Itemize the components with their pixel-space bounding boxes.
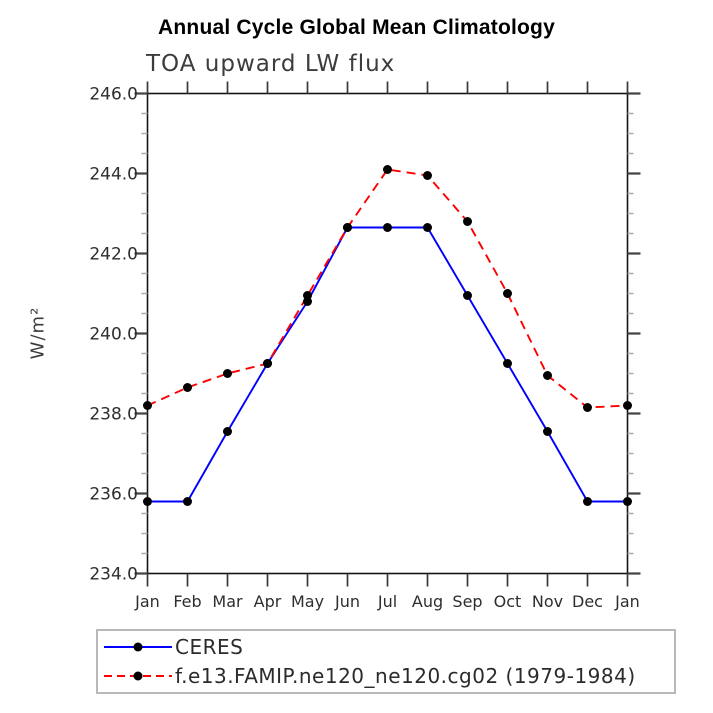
y-tick-label: 238.0	[89, 405, 138, 425]
series-markers-0	[143, 223, 632, 506]
legend-item-model: f.e13.FAMIP.ne120_ne120.cg02 (1979-1984)	[103, 662, 674, 690]
y-tick-label: 242.0	[89, 245, 138, 265]
x-tick-labels: Jan Feb Mar Apr May Jun Jul Aug Sep Oct Nov Dec Jan	[134, 592, 640, 611]
x-tick-label: Jan	[614, 592, 640, 611]
y-tick-labels: 234.0 236.0 238.0 240.0 242.0 244.0 246.0	[89, 85, 138, 585]
x-tick-label: Oct	[494, 592, 522, 611]
series-line-0	[147, 226, 628, 503]
x-tick-label: Apr	[254, 592, 282, 611]
chart-title: Annual Cycle Global Mean Climatology	[158, 16, 555, 39]
legend-label-model: f.e13.FAMIP.ne120_ne120.cg02 (1979-1984)	[175, 664, 636, 689]
x-tick-label: May	[291, 592, 324, 611]
x-tick-label: Mar	[212, 592, 243, 611]
x-axis-ticks	[146, 81, 629, 587]
y-tick-label: 236.0	[89, 485, 138, 505]
legend-box: CERES f.e13.FAMIP.ne120_ne120.cg02 (1979…	[96, 629, 676, 694]
x-tick-label: Aug	[412, 592, 443, 611]
y-tick-label: 240.0	[89, 325, 138, 345]
series-line-1	[147, 168, 628, 409]
y-axis-major-ticks	[134, 92, 641, 575]
chart-subtitle: TOA upward LW flux	[146, 51, 396, 77]
legend-swatch-model-line	[104, 671, 172, 681]
x-tick-label: Sep	[452, 592, 482, 611]
x-tick-label: Nov	[532, 592, 563, 611]
y-tick-label: 244.0	[89, 165, 138, 185]
x-tick-label: Jan	[134, 592, 160, 611]
legend-swatch-ceres-line	[104, 642, 172, 652]
x-tick-label: Feb	[173, 592, 201, 611]
y-tick-label: 234.0	[89, 565, 138, 585]
x-tick-label: Dec	[572, 592, 603, 611]
series-markers-1	[143, 165, 632, 412]
y-tick-label: 246.0	[89, 85, 138, 105]
x-tick-label: Jun	[334, 592, 360, 611]
y-axis-minor-ticks	[141, 112, 634, 555]
x-tick-label: Jul	[377, 592, 397, 611]
legend-label-ceres: CERES	[175, 634, 244, 659]
legend-item-ceres: CERES	[103, 633, 674, 661]
